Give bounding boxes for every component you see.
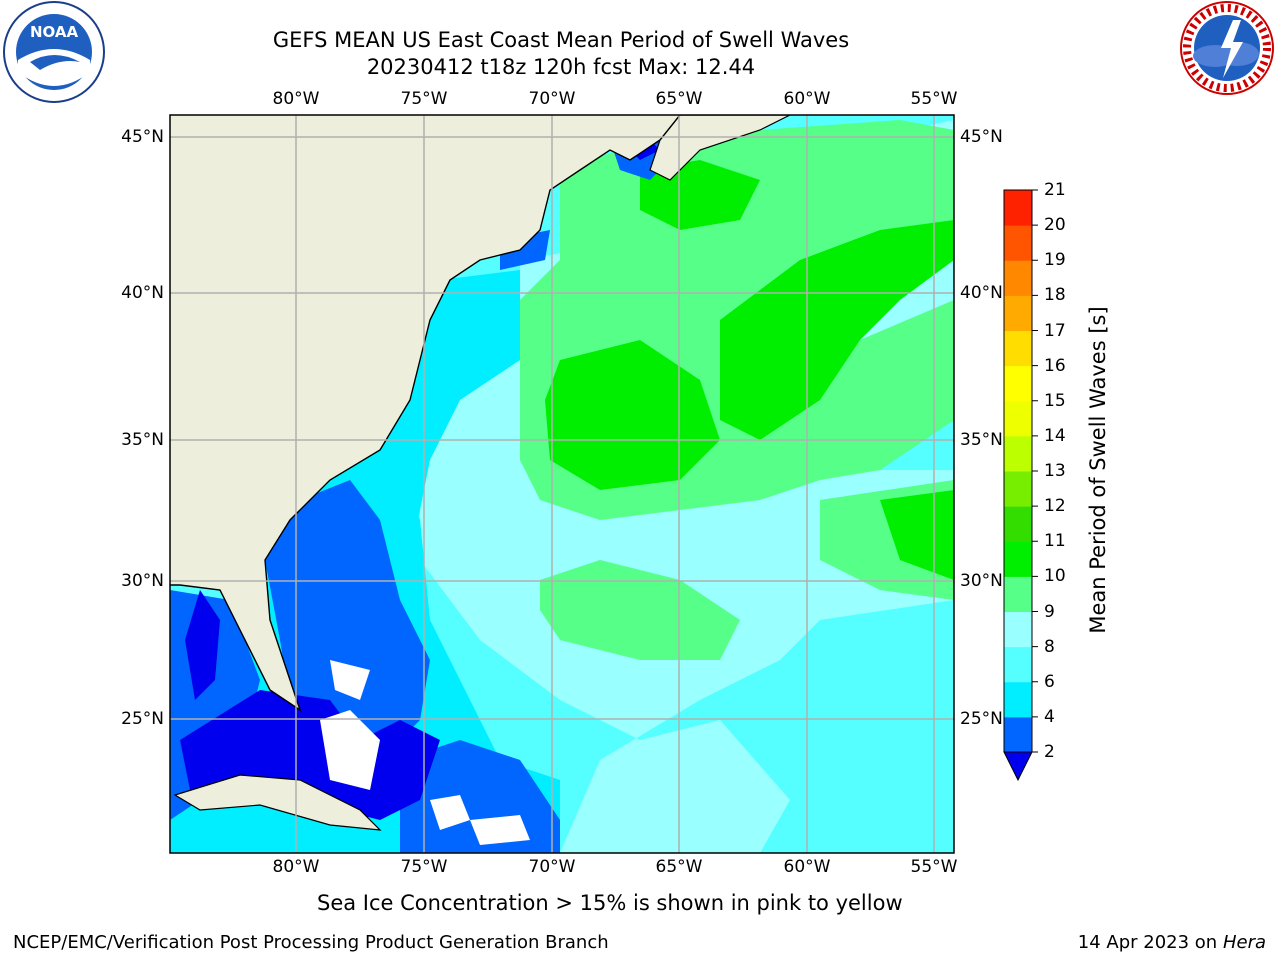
colorbar-segment (1004, 225, 1032, 261)
colorbar-segment (1004, 400, 1032, 437)
lat-label-left-35n: 35°N (121, 430, 164, 450)
colorbar-tick-label: 14 (1044, 425, 1066, 446)
lat-label-right-30n: 30°N (960, 571, 1003, 591)
footer-date-host: 14 Apr 2023 on Hera (1078, 932, 1266, 954)
nws-logo-graphic (1180, 1, 1274, 95)
footer-host: Hera (1222, 932, 1266, 953)
colorbar-tick-label: 10 (1044, 566, 1066, 587)
noaa-logo-graphic: NOAA (3, 1, 105, 103)
colorbar-segment (1004, 646, 1032, 683)
lat-label-left-40n: 40°N (121, 283, 164, 303)
lat-label-right-45n: 45°N (960, 127, 1003, 147)
bahamas-bank (320, 710, 380, 790)
colorbar-tick-label: 19 (1044, 250, 1066, 271)
noaa-logo: NOAA (0, 0, 110, 105)
colorbar-tick-label: 2 (1044, 742, 1055, 762)
colorbar-tick-label: 17 (1044, 320, 1066, 341)
colorbar-tick-label: 4 (1044, 706, 1055, 727)
swell-field (170, 115, 954, 853)
lat-label-right-40n: 40°N (960, 283, 1003, 303)
colorbar-tick-label: 12 (1044, 496, 1066, 517)
lon-label-top-80w: 80°W (272, 89, 320, 109)
lon-label-top-55w: 55°W (910, 89, 958, 109)
sea-ice-note: Sea Ice Concentration > 15% is shown in … (317, 891, 903, 915)
hispaniola-area (470, 815, 530, 845)
colorbar-segment (1004, 611, 1032, 648)
lat-label-left-30n: 30°N (121, 571, 164, 591)
lon-label-top-65w: 65°W (655, 89, 703, 109)
lon-label-bottom-80w: 80°W (272, 857, 320, 877)
colorbar-segment (1004, 681, 1032, 718)
lon-label-top-75w: 75°W (400, 89, 448, 109)
colorbar-segment (1004, 190, 1032, 226)
colorbar-tick-label: 18 (1044, 285, 1066, 306)
footer-branch: NCEP/EMC/Verification Post Processing Pr… (13, 932, 609, 953)
colorbar-label: Mean Period of Swell Waves [s] (1086, 306, 1110, 634)
lat-label-right-35n: 35°N (960, 430, 1003, 450)
caribbean-island-area (430, 795, 470, 830)
coastline-east (170, 115, 681, 712)
nws-logo (1175, 0, 1280, 100)
lon-label-bottom-60w: 60°W (783, 857, 831, 877)
colorbar-segment (1004, 295, 1032, 331)
colorbar-tick-label: 20 (1044, 215, 1066, 236)
chart-title-line2: 20230412 t18z 120h fcst Max: 12.44 (366, 55, 756, 79)
colorbar-segment (1004, 716, 1032, 753)
colorbar-segment (1004, 330, 1032, 367)
field-10-11-core2 (720, 220, 954, 440)
field-below-2-straits (180, 690, 440, 820)
land-cuba (175, 775, 380, 830)
colorbar-tick-label: 9 (1044, 601, 1055, 622)
lon-label-bottom-75w: 75°W (400, 857, 448, 877)
colorbar-tick-label: 21 (1044, 180, 1066, 200)
lat-label-right-25n: 25°N (960, 709, 1003, 729)
graticule (170, 115, 954, 853)
field-10-11-core4 (880, 490, 954, 580)
lon-label-bottom-55w: 55°W (910, 857, 958, 877)
coastline-nova-scotia (649, 115, 791, 181)
colorbar-tick-label: 13 (1044, 461, 1066, 481)
colorbar-segment (1004, 506, 1032, 542)
colorbar-segment (1004, 435, 1032, 472)
coastline-cuba (173, 774, 382, 831)
colorbar-tick-label: 15 (1044, 390, 1066, 411)
field-below-2-gulf (185, 590, 220, 700)
colorbar-segment (1004, 541, 1032, 577)
colorbar-tick-label: 11 (1044, 531, 1066, 552)
map-frame (169, 114, 955, 854)
colorbar-segment (1004, 471, 1032, 507)
lon-label-top-60w: 60°W (783, 89, 831, 109)
colorbar-segment (1004, 576, 1032, 612)
land-north-america (170, 115, 680, 710)
colorbar-segment (1004, 365, 1032, 402)
field-9-10-south (540, 560, 740, 660)
bahamas-bank-north (330, 660, 370, 700)
footer-date: 14 Apr 2023 on (1077, 932, 1223, 953)
colorbar-extend-arrow (1003, 751, 1033, 782)
colorbar-tick-label: 6 (1044, 671, 1055, 692)
lon-label-bottom-65w: 65°W (655, 857, 703, 877)
colorbar (1003, 189, 1038, 782)
lon-label-top-70w: 70°W (528, 89, 576, 109)
lat-label-left-25n: 25°N (121, 709, 164, 729)
colorbar-tick-label: 16 (1044, 355, 1066, 376)
field-2-4-shelf (265, 480, 430, 760)
field-10-11-core1 (545, 340, 720, 490)
noaa-logo-text: NOAA (30, 23, 79, 41)
colorbar-tick-label: 8 (1044, 636, 1055, 657)
lon-label-bottom-70w: 70°W (528, 857, 576, 877)
lat-label-left-45n: 45°N (121, 127, 164, 147)
colorbar-segment (1004, 260, 1032, 296)
chart-title-line1: GEFS MEAN US East Coast Mean Period of S… (272, 28, 850, 52)
